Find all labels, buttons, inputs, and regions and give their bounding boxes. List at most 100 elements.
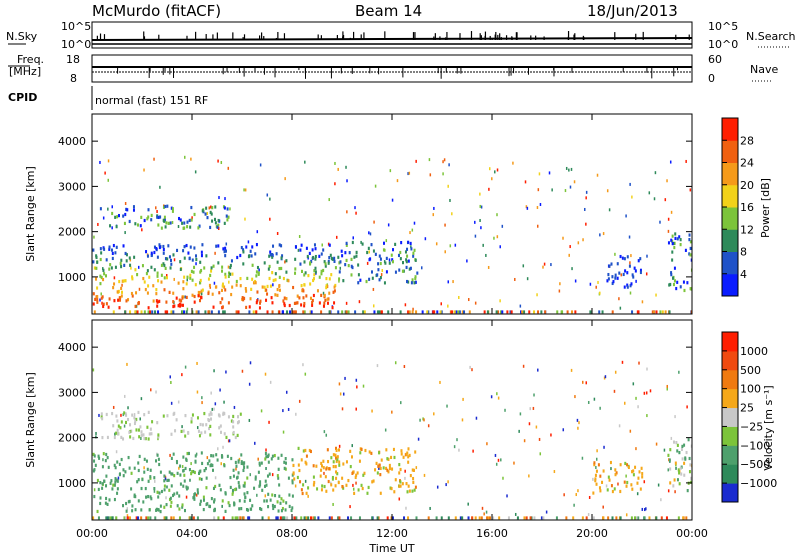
heatmap-cell xyxy=(278,310,281,314)
heatmap-cell xyxy=(320,468,323,472)
heatmap-cell xyxy=(623,480,626,484)
heatmap-cell xyxy=(164,257,167,261)
heatmap-cell xyxy=(207,310,210,314)
heatmap-cell xyxy=(370,270,373,274)
heatmap-cell xyxy=(189,516,192,520)
heatmap-cell xyxy=(572,516,575,520)
heatmap-cell xyxy=(156,274,159,278)
heatmap-cell xyxy=(471,516,474,520)
heatmap-cell xyxy=(110,479,113,483)
heatmap-cell xyxy=(129,435,132,439)
heatmap-cell xyxy=(134,304,137,309)
heatmap-cell xyxy=(132,205,135,209)
heatmap-noise-cell xyxy=(587,513,590,517)
heatmap-noise-cell xyxy=(190,462,192,466)
heatmap-cell xyxy=(440,310,443,314)
heatmap-cell xyxy=(323,484,326,489)
heatmap-cell xyxy=(561,310,564,314)
heatmap-cell xyxy=(123,263,126,267)
heatmap-cell xyxy=(309,310,312,314)
heatmap-noise-cell xyxy=(143,466,145,470)
heatmap-cell xyxy=(163,479,166,483)
heatmap-cell xyxy=(361,486,364,491)
heatmap-cell xyxy=(198,434,201,438)
heatmap-cell xyxy=(291,481,294,485)
heatmap-noise-cell xyxy=(618,297,620,301)
heatmap-cell xyxy=(630,282,633,286)
heatmap-noise-cell xyxy=(177,225,180,229)
heatmap-cell xyxy=(120,457,123,462)
heatmap-cell xyxy=(258,306,261,310)
heatmap-cell xyxy=(149,516,152,520)
heatmap-cell xyxy=(330,516,333,520)
heatmap-noise-cell xyxy=(338,279,340,283)
heatmap-cell xyxy=(673,241,676,245)
heatmap-cell xyxy=(167,244,170,248)
heatmap-cell xyxy=(131,504,134,508)
heatmap-cell xyxy=(212,305,215,309)
heatmap-cell xyxy=(183,275,186,279)
heatmap-cell xyxy=(364,448,367,453)
heatmap-cell xyxy=(177,281,180,285)
heatmap-cell xyxy=(281,254,284,258)
heatmap-cell xyxy=(380,458,383,462)
heatmap-cell xyxy=(678,482,681,486)
heatmap-noise-cell xyxy=(404,303,407,307)
heatmap-cell xyxy=(301,288,304,293)
heatmap-cell xyxy=(287,279,290,283)
heatmap-cell xyxy=(598,486,601,490)
heatmap-cell xyxy=(252,281,255,285)
heatmap-cell xyxy=(405,260,408,264)
heatmap-cell xyxy=(106,435,109,440)
heatmap-cell xyxy=(128,256,131,260)
heatmap-noise-cell xyxy=(165,274,168,278)
heatmap-cell xyxy=(142,276,145,281)
heatmap-cell xyxy=(313,273,316,277)
heatmap-cell xyxy=(188,218,191,223)
heatmap-cell xyxy=(361,242,364,246)
colorbar-tick-label: 24 xyxy=(740,157,754,170)
heatmap-cell xyxy=(230,456,233,461)
heatmap-cell xyxy=(130,487,133,491)
heatmap-cell xyxy=(173,492,176,496)
heatmap-cell xyxy=(232,474,235,478)
heatmap-cell xyxy=(632,473,635,477)
heatmap-cell xyxy=(674,236,677,241)
heatmap-cell xyxy=(265,455,268,459)
heatmap-cell xyxy=(638,470,641,474)
heatmap-noise-cell xyxy=(321,243,323,247)
heatmap-noise-cell xyxy=(374,184,377,188)
heatmap-cell xyxy=(594,473,597,477)
heatmap-cell xyxy=(228,503,231,508)
heatmap-cell xyxy=(330,456,333,460)
heatmap-noise-cell xyxy=(595,285,597,289)
heatmap-cell xyxy=(93,459,96,463)
heatmap-noise-cell xyxy=(533,393,535,397)
heatmap-cell xyxy=(188,256,191,260)
heatmap-cell xyxy=(282,499,285,503)
heatmap-cell xyxy=(181,221,184,225)
heatmap-cell xyxy=(148,310,151,314)
heatmap-noise-cell xyxy=(427,424,430,428)
heatmap-cell xyxy=(402,455,405,459)
heatmap-cell xyxy=(622,272,625,277)
heatmap-noise-cell xyxy=(154,479,156,483)
heatmap-noise-cell xyxy=(95,431,97,435)
heatmap-noise-cell xyxy=(235,467,237,471)
heatmap-noise-cell xyxy=(196,426,199,430)
heatmap-noise-cell xyxy=(127,406,129,410)
heatmap-cell xyxy=(211,292,214,296)
heatmap-cell xyxy=(104,274,107,278)
heatmap-cell xyxy=(158,491,161,495)
heatmap-noise-cell xyxy=(458,448,460,452)
heatmap-cell xyxy=(335,459,338,463)
heatmap-cell xyxy=(393,490,396,494)
heatmap-cell xyxy=(170,310,173,314)
heatmap-cell xyxy=(233,501,236,505)
heatmap-noise-cell xyxy=(595,457,598,461)
heatmap-cell xyxy=(143,280,146,284)
heatmap-cell xyxy=(268,276,271,281)
heatmap-noise-cell xyxy=(569,245,571,249)
heatmap-cell xyxy=(355,254,358,258)
heatmap-cell xyxy=(639,270,642,275)
